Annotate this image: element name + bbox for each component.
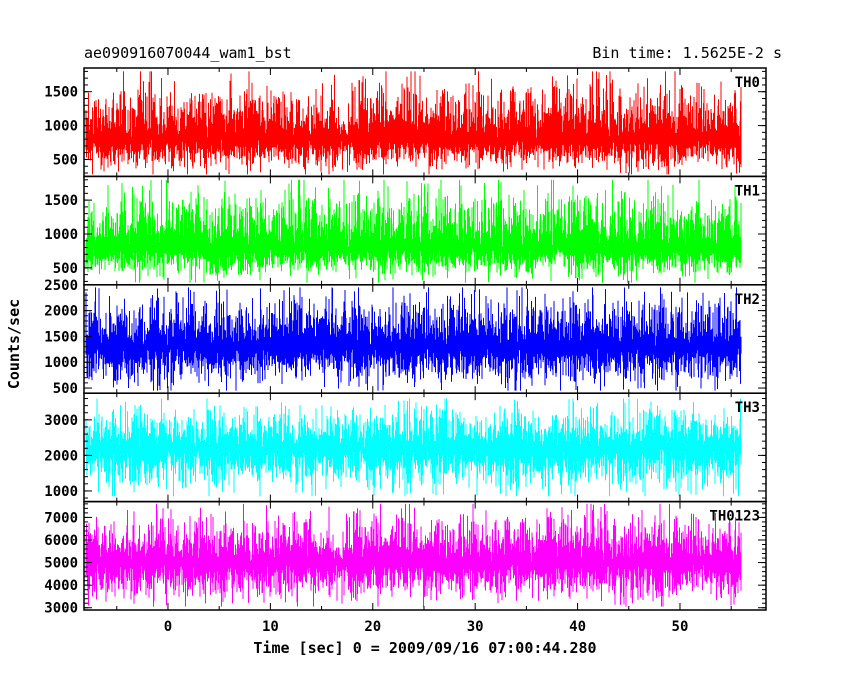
panel-label-th2: TH2	[735, 292, 760, 308]
series-th1	[85, 179, 742, 283]
panel-frame-th0123	[83, 500, 767, 611]
y-tick-label: 7000	[44, 510, 78, 526]
x-tick-label: 30	[467, 619, 484, 635]
chart-title: ae090916070044_wam1_bst	[84, 44, 292, 62]
bin-time-label: Bin time: 1.5625E-2 s	[592, 44, 782, 62]
series-th3	[85, 398, 742, 497]
x-tick-label: 40	[569, 619, 586, 635]
y-tick-label: 2000	[44, 448, 78, 464]
y-tick-label: 1000	[44, 227, 78, 243]
x-tick-label: 0	[164, 619, 172, 635]
y-tick-label: 500	[53, 381, 78, 397]
series-th0	[85, 71, 742, 175]
y-tick-label: 2500	[44, 278, 78, 294]
panel-label-th0: TH0	[735, 75, 760, 91]
y-tick-label: 500	[53, 261, 78, 277]
series-th2	[85, 287, 742, 391]
x-tick-label: 10	[262, 619, 279, 635]
y-tick-label: 4000	[44, 578, 78, 594]
y-tick-label: 3000	[44, 601, 78, 617]
y-tick-label: 1000	[44, 355, 78, 371]
y-tick-label: 6000	[44, 533, 78, 549]
x-axis-label: Time [sec] 0 = 2009/09/16 07:00:44.280	[253, 639, 597, 657]
y-tick-label: 2000	[44, 304, 78, 320]
y-axis-label: Counts/sec	[5, 298, 23, 390]
y-tick-label: 1500	[44, 85, 78, 101]
series-th0123	[85, 503, 742, 607]
y-tick-label: 1500	[44, 193, 78, 209]
panel-label-th1: TH1	[735, 183, 760, 199]
y-tick-label: 1000	[44, 119, 78, 135]
y-tick-label: 500	[53, 152, 78, 168]
panel-label-th0123: TH0123	[709, 509, 760, 525]
y-tick-label: 1000	[44, 484, 78, 500]
x-tick-label: 20	[364, 619, 381, 635]
y-tick-label: 5000	[44, 556, 78, 572]
x-tick-label: 50	[672, 619, 689, 635]
panel-label-th3: TH3	[735, 400, 760, 416]
y-tick-label: 3000	[44, 413, 78, 429]
y-tick-label: 1500	[44, 329, 78, 345]
